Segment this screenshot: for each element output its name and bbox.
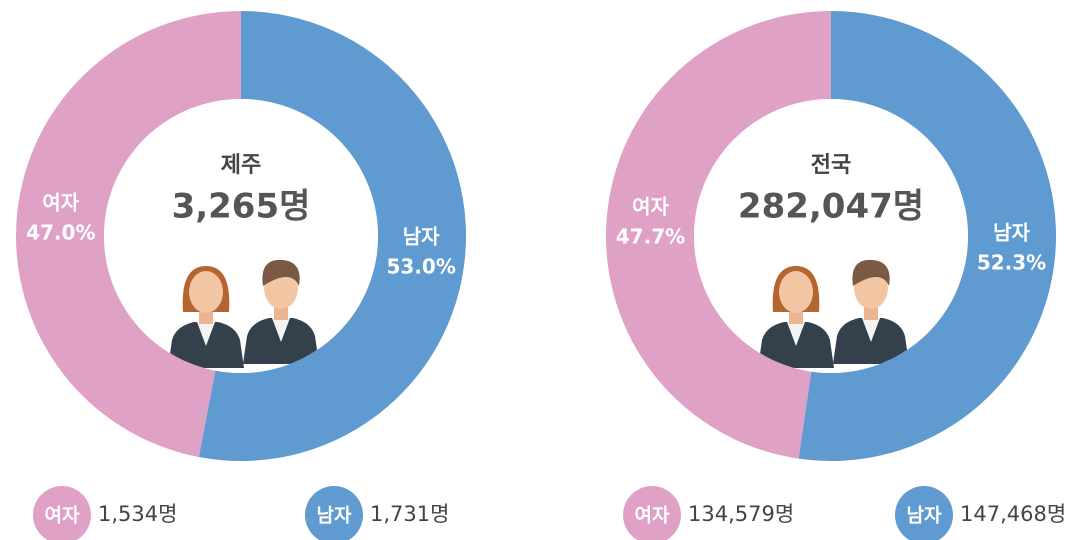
legend-name: 남자 (317, 505, 352, 527)
donut-hole (104, 99, 378, 373)
legend-badge (895, 486, 953, 540)
legend-badge (305, 486, 363, 540)
donut-segment (198, 10, 467, 461)
hair (262, 259, 300, 286)
head (779, 271, 813, 313)
legend-count: 134,579명 (688, 502, 794, 526)
segment-percent: 47.0% (26, 220, 95, 244)
shirt (862, 318, 880, 342)
segment-percent: 52.3% (977, 251, 1046, 275)
segment-name: 남자 (993, 221, 1030, 245)
donut-segment (606, 11, 831, 459)
hair (852, 259, 890, 286)
donut-segment (16, 11, 241, 458)
center-title: 제주 (221, 153, 261, 178)
head (189, 271, 223, 313)
shirt (197, 322, 215, 346)
legend-badge (33, 486, 91, 540)
legend-count: 1,731명 (370, 502, 449, 526)
center-total: 282,047명 (738, 187, 924, 227)
legend-count: 1,534명 (98, 502, 177, 526)
legend-name: 여자 (635, 505, 670, 527)
center-title: 전국 (811, 153, 851, 178)
donut-segment (798, 11, 1057, 461)
center-total: 3,265명 (172, 187, 311, 227)
segment-percent: 53.0% (387, 255, 456, 279)
segment-name: 여자 (632, 194, 669, 218)
shirt (787, 322, 805, 346)
segment-name: 여자 (42, 190, 79, 214)
segment-name: 남자 (403, 225, 440, 249)
legend-name: 남자 (907, 505, 942, 527)
legend-badge (623, 486, 681, 540)
donut-hole (694, 99, 968, 373)
legend-count: 147,468명 (960, 502, 1066, 526)
people-icon (758, 259, 909, 368)
legend-name: 여자 (45, 505, 80, 527)
people-icon (168, 259, 319, 368)
shirt (272, 318, 290, 342)
segment-percent: 47.7% (616, 224, 685, 248)
